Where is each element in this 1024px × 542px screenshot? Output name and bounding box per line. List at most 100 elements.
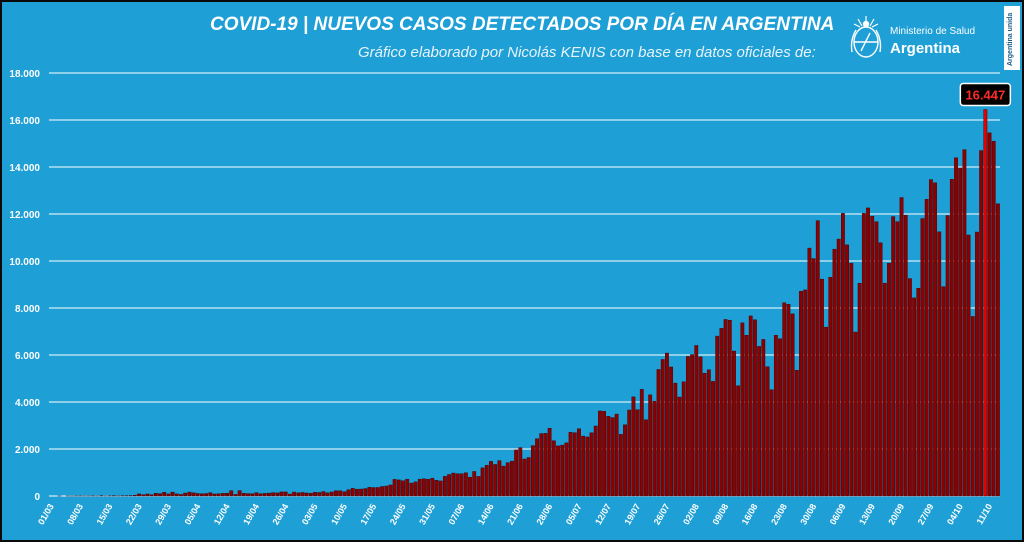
bar — [757, 346, 762, 497]
bar — [426, 478, 431, 497]
bar — [748, 315, 753, 497]
y-tick-label: 10.000 — [9, 257, 40, 268]
bar — [254, 492, 259, 497]
bar — [958, 167, 963, 497]
x-tick-label: 06/09 — [828, 502, 848, 527]
y-tick-label: 16.000 — [9, 116, 40, 127]
bar — [644, 419, 648, 497]
bar — [652, 401, 657, 497]
bar — [753, 319, 757, 497]
bar — [409, 482, 414, 497]
bar — [401, 480, 405, 497]
bar — [208, 492, 213, 497]
bar — [991, 140, 996, 497]
bar — [740, 322, 745, 497]
x-tick-label: 07/06 — [446, 502, 466, 527]
bar — [635, 409, 640, 497]
bar — [526, 457, 531, 497]
bar — [849, 262, 854, 497]
y-tick-label: 14.000 — [9, 163, 40, 174]
bar — [438, 480, 443, 497]
bar — [287, 493, 292, 497]
bar — [510, 460, 514, 497]
bar — [267, 492, 271, 497]
bar — [908, 278, 912, 497]
x-tick-label: 03/05 — [300, 502, 320, 527]
bar — [773, 335, 778, 497]
bar — [468, 476, 472, 497]
bar — [292, 491, 296, 497]
bar — [685, 356, 690, 497]
bar — [518, 447, 523, 497]
bar — [334, 490, 338, 497]
bar — [451, 472, 456, 497]
bar — [216, 493, 221, 497]
bar — [535, 438, 539, 497]
bar — [174, 493, 179, 497]
logo-country-label: Argentina — [890, 40, 961, 57]
x-tick-label: 13/09 — [857, 502, 877, 527]
bar — [803, 289, 808, 497]
bar — [727, 319, 732, 497]
bar — [392, 479, 397, 497]
x-tick-label: 24/05 — [388, 502, 408, 527]
bar — [350, 488, 355, 497]
bar — [443, 476, 447, 497]
bar — [836, 238, 841, 497]
bar — [422, 478, 426, 497]
bar — [137, 493, 141, 497]
bar — [543, 433, 548, 497]
x-tick-label: 09/08 — [710, 502, 730, 527]
bar — [790, 313, 795, 497]
bar — [455, 473, 460, 497]
bar — [761, 339, 766, 497]
bar — [577, 428, 581, 497]
x-tick-label: 19/04 — [241, 502, 261, 527]
bar — [300, 492, 305, 497]
bar — [895, 221, 900, 497]
bar — [417, 478, 422, 497]
x-tick-label: 27/09 — [916, 502, 936, 527]
x-tick-label: 22/03 — [124, 502, 144, 527]
bar — [229, 490, 234, 497]
x-tick-label: 29/03 — [153, 502, 173, 527]
x-tick-label: 05/04 — [183, 502, 203, 527]
bar — [200, 493, 204, 497]
x-tick-label: 05/07 — [564, 502, 584, 527]
bar — [673, 382, 678, 497]
chart-subtitle: Gráfico elaborado por Nicolás KENIS con … — [358, 44, 816, 61]
bar — [480, 467, 485, 497]
bar — [606, 416, 611, 497]
logo-ministry-label: Ministerio de Salud — [890, 26, 976, 37]
bar — [183, 492, 188, 497]
bar — [744, 335, 749, 497]
bar — [313, 492, 317, 497]
bar — [681, 381, 686, 497]
bar — [866, 207, 870, 497]
bar — [845, 244, 849, 497]
bar — [505, 462, 510, 497]
bar — [522, 458, 527, 497]
bar — [325, 492, 330, 497]
bar — [153, 493, 158, 497]
bar — [878, 242, 883, 497]
x-tick-label: 23/08 — [769, 502, 789, 527]
bar — [598, 410, 602, 497]
bar — [338, 490, 343, 497]
bar — [736, 385, 741, 497]
bar — [853, 331, 858, 497]
bar — [158, 493, 162, 497]
bar — [702, 372, 707, 497]
bar — [874, 221, 879, 497]
bar — [975, 231, 979, 497]
bar — [786, 304, 791, 497]
bar — [903, 215, 908, 497]
bar — [945, 215, 950, 497]
peak-callout-box — [959, 82, 1012, 107]
bar — [861, 213, 866, 497]
bar — [149, 494, 154, 497]
bar — [639, 389, 644, 497]
bar — [170, 491, 175, 497]
bar — [556, 445, 560, 497]
